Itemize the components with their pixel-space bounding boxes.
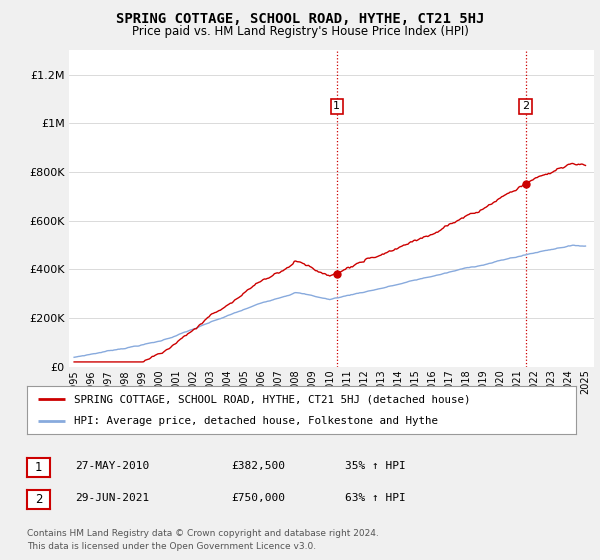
Text: 27-MAY-2010: 27-MAY-2010 [75,461,149,471]
Text: £382,500: £382,500 [231,461,285,471]
Text: This data is licensed under the Open Government Licence v3.0.: This data is licensed under the Open Gov… [27,542,316,551]
Text: SPRING COTTAGE, SCHOOL ROAD, HYTHE, CT21 5HJ: SPRING COTTAGE, SCHOOL ROAD, HYTHE, CT21… [116,12,484,26]
Text: 63% ↑ HPI: 63% ↑ HPI [345,493,406,503]
Text: Contains HM Land Registry data © Crown copyright and database right 2024.: Contains HM Land Registry data © Crown c… [27,529,379,538]
Text: 1: 1 [333,101,340,111]
Text: £750,000: £750,000 [231,493,285,503]
Text: 2: 2 [35,493,42,506]
Text: SPRING COTTAGE, SCHOOL ROAD, HYTHE, CT21 5HJ (detached house): SPRING COTTAGE, SCHOOL ROAD, HYTHE, CT21… [74,394,470,404]
Text: 2: 2 [522,101,529,111]
Text: HPI: Average price, detached house, Folkestone and Hythe: HPI: Average price, detached house, Folk… [74,416,437,426]
Text: 35% ↑ HPI: 35% ↑ HPI [345,461,406,471]
Text: 29-JUN-2021: 29-JUN-2021 [75,493,149,503]
Text: Price paid vs. HM Land Registry's House Price Index (HPI): Price paid vs. HM Land Registry's House … [131,25,469,38]
Text: 1: 1 [35,460,42,474]
